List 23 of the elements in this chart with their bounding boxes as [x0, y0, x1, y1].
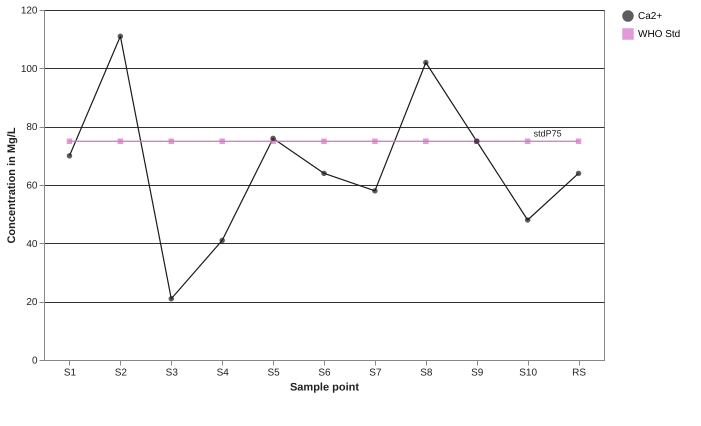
x-tick-label: S10	[519, 368, 538, 378]
legend-label: Ca2+	[638, 11, 662, 22]
y-tick-label: 0	[32, 356, 38, 366]
y-tick-label: 60	[26, 180, 38, 192]
x-tick-label: S3	[166, 368, 178, 378]
y-tick-label: 40	[26, 238, 38, 250]
x-tick-label: S9	[471, 368, 484, 378]
x-tick-label: S2	[114, 368, 128, 378]
x-tick-label: RS	[572, 368, 586, 378]
x-tick-label: S4	[216, 368, 230, 378]
annotation: stdP75	[534, 128, 562, 138]
x-tick-label: S8	[420, 368, 433, 378]
y-tick-label: 120	[20, 6, 38, 16]
legend-label: WHO Std	[638, 29, 680, 40]
x-tick-label: S5	[267, 368, 280, 378]
x-tick-label: S7	[369, 368, 382, 378]
x-axis-title: Sample point	[290, 382, 360, 394]
x-tick-label: S1	[64, 368, 77, 378]
y-tick-label: 100	[20, 64, 38, 75]
y-axis-title: Concentration in Mg/L	[6, 127, 18, 244]
y-tick-label: 80	[26, 122, 38, 134]
x-tick-label: S6	[318, 368, 332, 378]
y-tick-label: 20	[26, 297, 38, 308]
